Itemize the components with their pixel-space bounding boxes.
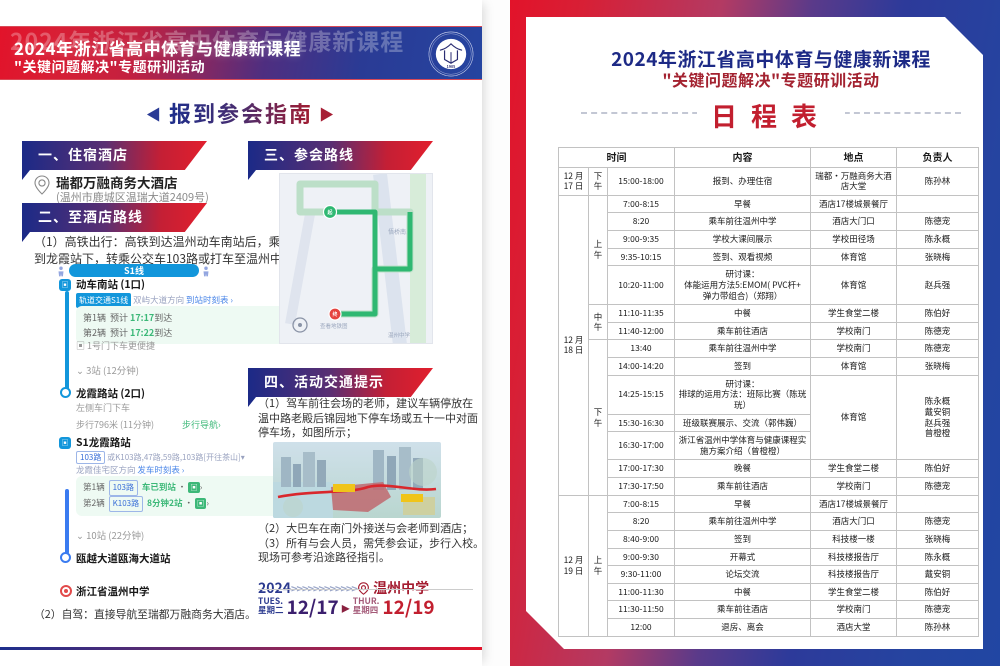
svg-text:终: 终 [332,311,337,318]
svg-text:1905: 1905 [447,65,456,70]
svg-text:查看地铁图: 查看地铁图 [320,322,348,330]
svg-text:温州中学: 温州中学 [388,331,411,339]
svg-text:起: 起 [327,209,332,216]
